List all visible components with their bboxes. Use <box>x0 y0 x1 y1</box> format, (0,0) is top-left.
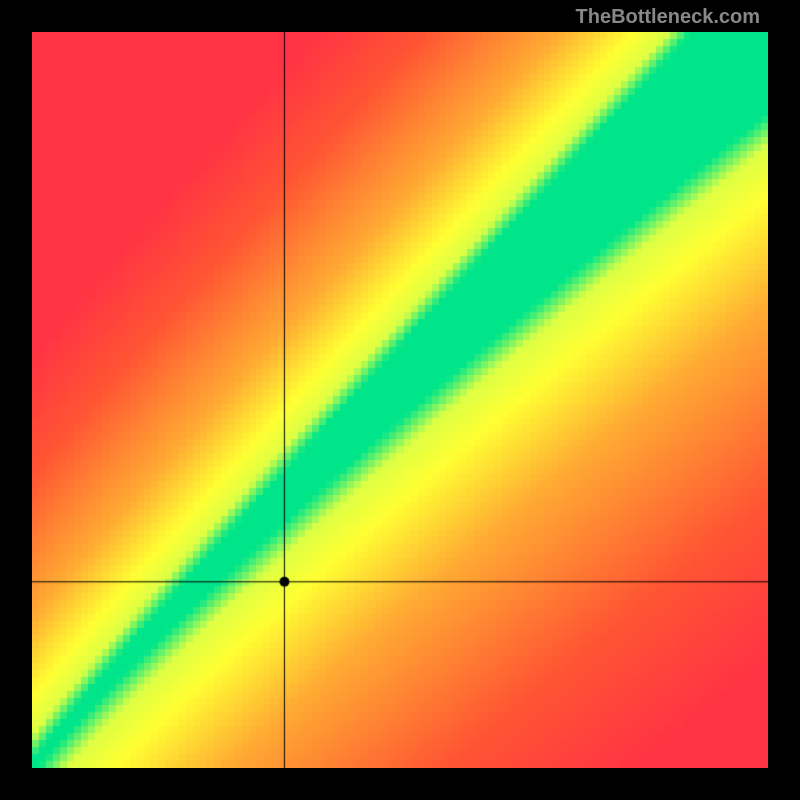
chart-container: TheBottleneck.com <box>0 0 800 800</box>
bottleneck-heatmap <box>32 32 768 768</box>
watermark-text: TheBottleneck.com <box>576 6 760 29</box>
